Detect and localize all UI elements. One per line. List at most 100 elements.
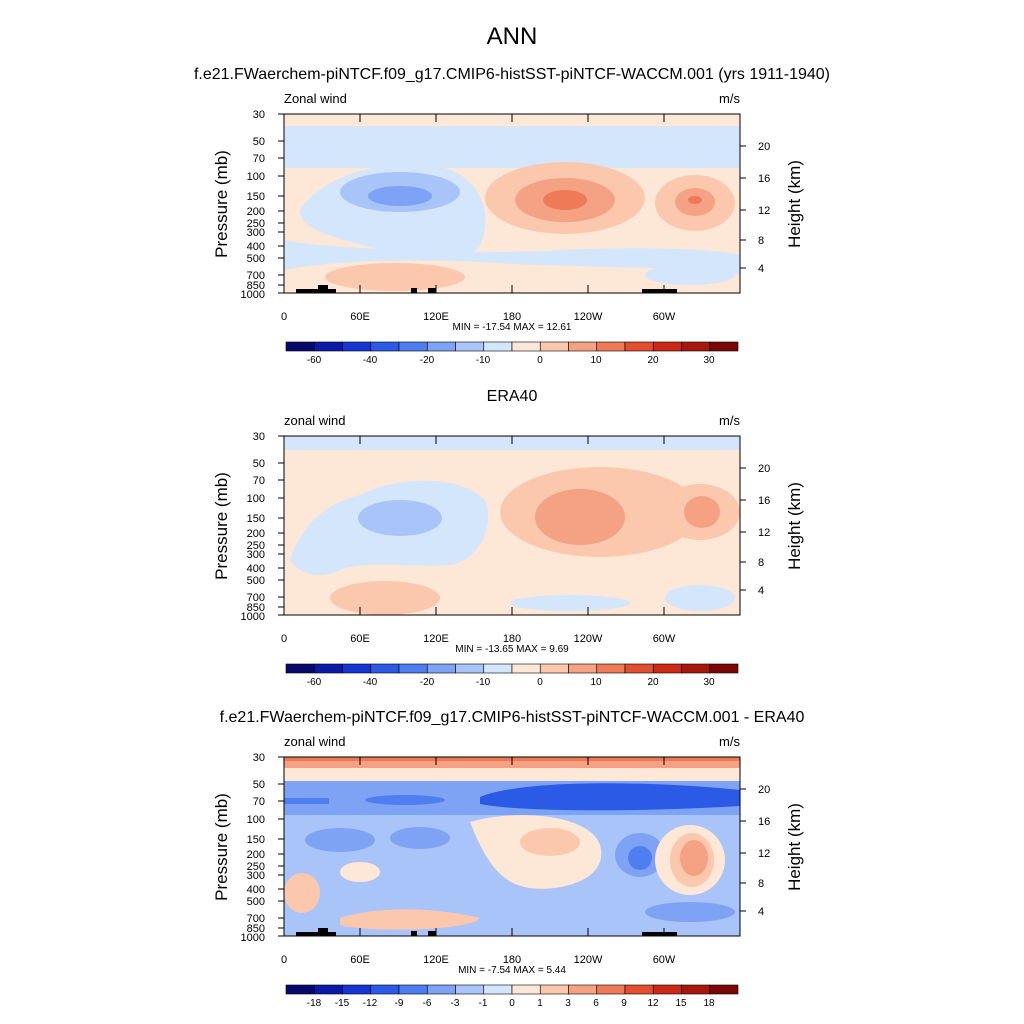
colorbar-swatch	[398, 984, 428, 995]
topo-africa	[296, 289, 336, 293]
y-tick-label: 300	[247, 227, 265, 239]
fill-low-neg-2	[665, 585, 735, 611]
x-tick-label: 120E	[423, 954, 449, 966]
fill-jet-pos-3	[543, 190, 587, 210]
left-label: zonal wind	[284, 413, 345, 428]
topo-andes	[642, 932, 677, 936]
y-ticks	[278, 756, 284, 937]
y-tick-label: 200	[247, 849, 265, 861]
panel-model: f.e21.FWaerchem-piNTCF.f09_g17.CMIP6-his…	[194, 66, 830, 366]
topo-tibet-2	[428, 931, 436, 936]
y-tick-label: 300	[247, 870, 265, 882]
colorbar-swatch	[370, 984, 400, 995]
panel-title: ERA40	[487, 388, 538, 405]
y-ticks	[278, 435, 284, 616]
x-tick-label: 60E	[350, 311, 370, 323]
colorbar-swatch	[313, 341, 343, 352]
colorbar-swatch	[313, 663, 343, 674]
colorbar-swatch	[596, 341, 626, 352]
x-ticks	[283, 757, 665, 936]
x-tick-label: 0	[281, 633, 287, 645]
colorbar-label: 30	[703, 677, 715, 688]
y-tick-labels: 30 50 70 100 150 200 250 300 400 500 700…	[241, 752, 265, 944]
colorbar-swatch	[511, 663, 541, 674]
y-tick-label: 400	[247, 563, 265, 575]
colorbar-swatch	[511, 341, 541, 352]
y-tick-label: 850	[247, 280, 265, 292]
fill-indian-neg	[390, 827, 450, 849]
colorbar-label: -15	[335, 998, 350, 1009]
y2-axis-label: Height (km)	[785, 160, 804, 248]
x-ticks	[283, 436, 665, 615]
fill-jet-pos-2	[535, 489, 625, 545]
colorbar-labels: -18 -15 -12 -9 -6 -3 -1 0 1 3 6 9 12 15 …	[307, 998, 715, 1009]
stats-label: MIN = -7.54 MAX = 5.44	[458, 965, 566, 976]
y2-tick-label: 4	[758, 263, 764, 275]
y2-tick-label: 4	[758, 585, 764, 597]
y-tick-label: 150	[247, 191, 265, 203]
colorbar-swatch	[596, 663, 626, 674]
colorbar-label: 10	[590, 355, 602, 366]
y-tick-label: 50	[253, 136, 265, 148]
topo-tibet-2	[428, 288, 436, 293]
y-tick-label: 850	[247, 602, 265, 614]
colorbar-swatch	[568, 663, 598, 674]
x-ticks	[283, 114, 665, 293]
y2-tick-label: 8	[758, 235, 764, 247]
y-tick-label: 1000	[241, 289, 265, 301]
colorbar-label: 0	[537, 677, 543, 688]
y-tick-label: 100	[247, 171, 265, 183]
y-tick-label: 200	[247, 206, 265, 218]
colorbar-swatch	[652, 663, 682, 674]
colorbar: -60 -40 -20 -10 0 10 20 30	[285, 663, 739, 688]
colorbar-label: 10	[590, 677, 602, 688]
y2-axis-label: Height (km)	[785, 482, 804, 570]
colorbar-label: -60	[307, 677, 322, 688]
y2-tick-label: 8	[758, 878, 764, 890]
y-tick-label: 70	[253, 153, 265, 165]
fill-low-pos	[340, 909, 480, 930]
y-tick-label: 30	[253, 109, 265, 121]
y-tick-labels: 30 50 70 100 150 200 250 300 400 500 700…	[241, 109, 265, 301]
y-tick-label: 700	[247, 270, 265, 282]
y2-tick-label: 20	[758, 463, 770, 475]
colorbar-label: -18	[307, 998, 322, 1009]
fill-east-pacific-pos-2	[520, 828, 580, 856]
contour-field	[284, 436, 740, 615]
fill-low-neg-1	[510, 595, 630, 611]
y-axis-label: Pressure (mb)	[212, 150, 231, 258]
y2-tick-label: 16	[758, 816, 770, 828]
fill-southern-neg-core	[628, 846, 652, 870]
colorbar-label: 1	[537, 998, 543, 1009]
y-tick-label: 400	[247, 884, 265, 896]
x-tick-label: 60W	[653, 954, 676, 966]
y-tick-label: 300	[247, 549, 265, 561]
colorbar-swatch	[624, 341, 654, 352]
fill-low-pos	[330, 581, 440, 615]
colorbar: -18 -15 -12 -9 -6 -3 -1 0 1 3 6 9 12 15 …	[285, 984, 739, 1009]
x-tick-label: 180	[503, 311, 521, 323]
topo-africa	[296, 932, 336, 936]
colorbar-label: -10	[476, 677, 491, 688]
fill-low-pos-mid	[340, 862, 380, 882]
y2-tick-label: 20	[758, 141, 770, 153]
y-tick-label: 500	[247, 575, 265, 587]
fill-low-pos-west	[284, 873, 320, 913]
y2-tick-label: 12	[758, 848, 770, 860]
y-tick-label: 150	[247, 513, 265, 525]
colorbar-swatch	[313, 984, 343, 995]
y-tick-label: 500	[247, 253, 265, 265]
colorbar-label: -60	[307, 355, 322, 366]
fill-west-neg-bar-2	[365, 795, 445, 805]
colorbar-label: -1	[479, 998, 488, 1009]
x-tick-labels: 0 60E 120E 180 120W 60W	[281, 633, 676, 645]
colorbar-swatch	[539, 663, 569, 674]
right-label: m/s	[719, 91, 740, 106]
right-label: m/s	[719, 413, 740, 428]
fill-low-neg-east	[645, 902, 735, 922]
colorbar-swatch	[568, 341, 598, 352]
colorbar-swatch	[652, 341, 682, 352]
colorbar-swatch	[455, 341, 485, 352]
colorbar-label: -10	[476, 355, 491, 366]
panel-era40: ERA40 zonal wind m/s 0 60E	[212, 388, 804, 688]
